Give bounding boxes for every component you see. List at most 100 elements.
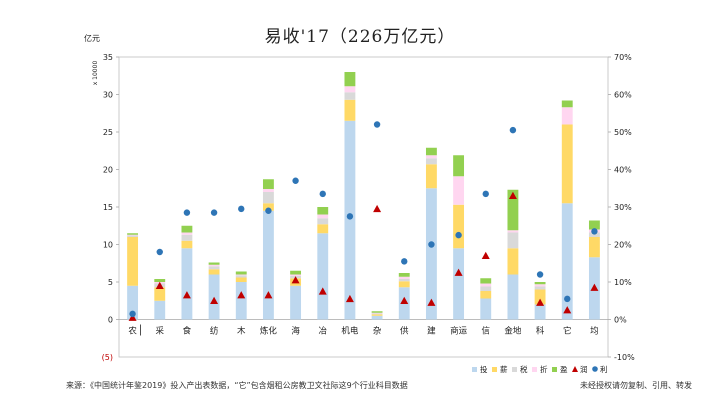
category-label: 杂 — [373, 327, 382, 337]
category-label: 食 — [183, 326, 192, 337]
y2-tick-label: 20% — [614, 241, 632, 250]
unit-label: 亿元 — [84, 34, 100, 43]
bar-segment-折 — [453, 176, 465, 205]
bar-segment-税 — [127, 235, 139, 237]
bar-segment-薪 — [181, 240, 193, 249]
bar-segment-折 — [398, 276, 410, 279]
bar-segment-投 — [235, 282, 247, 320]
bar-segment-盈 — [262, 179, 274, 189]
bar-segment-折 — [262, 189, 274, 192]
bar-segment-折 — [480, 283, 492, 287]
legend-swatch-利 — [592, 366, 598, 372]
marker-润 — [182, 291, 191, 299]
marker-润 — [563, 306, 572, 314]
category-label: 纺 — [210, 326, 219, 337]
y2-tick-label: -10% — [614, 353, 635, 362]
category-label: 炼化 — [260, 326, 278, 337]
bar-segment-薪 — [154, 287, 166, 301]
bar-segment-薪 — [344, 99, 356, 121]
bar-segment-盈 — [208, 262, 220, 265]
bar-segment-折 — [127, 234, 139, 236]
bar-segment-折 — [290, 274, 302, 276]
bar-segment-税 — [371, 313, 383, 315]
y2-tick-label: 70% — [614, 53, 632, 62]
marker-利 — [455, 231, 462, 239]
bar-segment-盈 — [290, 270, 302, 275]
y-tick-label-negative: (5) — [102, 353, 113, 362]
marker-利 — [210, 209, 218, 216]
y2-tick-label: 40% — [614, 166, 632, 175]
category-label: 冶 — [318, 326, 327, 337]
bar-segment-投 — [561, 203, 573, 320]
bar-segment-薪 — [453, 204, 465, 249]
bar-segment-折 — [181, 232, 193, 235]
bar-segment-投 — [344, 120, 356, 320]
bar-segment-投 — [290, 285, 302, 320]
category-label: 农 — [128, 326, 137, 337]
marker-利 — [238, 205, 245, 213]
marker-利 — [129, 310, 136, 318]
bar-segment-税 — [262, 192, 274, 204]
legend-swatch-折 — [532, 367, 537, 372]
bar-segment-薪 — [262, 203, 274, 211]
source-note: 来源：《中国统计年鉴2019》投入产出表数据，“它”包含烟租公房教卫文社际这9个… — [66, 381, 408, 390]
legend-label: 利 — [600, 364, 608, 374]
bar-segment-盈 — [561, 100, 573, 108]
category-label: 供 — [400, 326, 409, 337]
bar-segment-税 — [181, 234, 193, 241]
marker-利 — [482, 190, 489, 198]
marker-润 — [454, 268, 463, 276]
chart-title: 易收'17（226万亿元） — [264, 27, 456, 47]
bar-segment-盈 — [480, 278, 492, 284]
bar-segment-税 — [317, 218, 329, 225]
bar-segment-税 — [480, 286, 492, 291]
marker-润 — [264, 291, 273, 299]
bar-segment-折 — [344, 86, 356, 93]
legend-swatch-润 — [572, 366, 578, 372]
category-label: 木 — [237, 326, 246, 337]
legend-label: 折 — [540, 364, 548, 374]
y-tick-label: 25 — [103, 128, 113, 137]
bar-segment-折 — [235, 274, 247, 276]
marker-润 — [590, 283, 599, 291]
bar-segment-盈 — [398, 273, 410, 277]
bar-segment-盈 — [127, 233, 139, 235]
y-tick-label: 5 — [108, 278, 113, 287]
y2-tick-label: 10% — [614, 278, 632, 287]
category-label: 它 — [563, 326, 572, 337]
bar-segment-薪 — [561, 124, 573, 204]
bar-segment-税 — [425, 158, 437, 165]
bar-segment-盈 — [371, 311, 383, 313]
bar-segment-折 — [425, 155, 437, 159]
category-label: 金地 — [504, 326, 522, 337]
y-tick-label: 0 — [108, 316, 113, 325]
legend-label: 投 — [480, 364, 488, 374]
bar-segment-盈 — [588, 220, 600, 230]
bar-segment-投 — [534, 304, 546, 320]
y-tick-label: 20 — [103, 166, 113, 175]
bar-segment-投 — [371, 315, 383, 320]
bar-segment-薪 — [235, 277, 247, 282]
legend-swatch-投 — [472, 367, 477, 372]
bar-segment-税 — [235, 275, 247, 278]
marker-利 — [183, 209, 191, 216]
category-label: 信 — [481, 326, 490, 337]
bar-segment-税 — [507, 232, 519, 249]
marker-利 — [292, 177, 299, 184]
marker-润 — [291, 276, 300, 284]
bar-segment-薪 — [208, 269, 220, 275]
bar-segment-薪 — [317, 224, 329, 234]
bar-segment-薪 — [371, 314, 383, 316]
bar-segment-税 — [344, 92, 356, 100]
category-label: 科 — [536, 326, 545, 337]
marker-利 — [265, 207, 272, 214]
legend-swatch-薪 — [492, 367, 497, 372]
bar-segment-盈 — [534, 282, 546, 285]
marker-润 — [128, 313, 137, 321]
marker-润 — [318, 287, 327, 295]
bar-segment-折 — [507, 230, 519, 233]
category-label: 建 — [427, 326, 436, 337]
legend-label: 盈 — [560, 365, 568, 374]
bar-segment-薪 — [534, 289, 546, 305]
